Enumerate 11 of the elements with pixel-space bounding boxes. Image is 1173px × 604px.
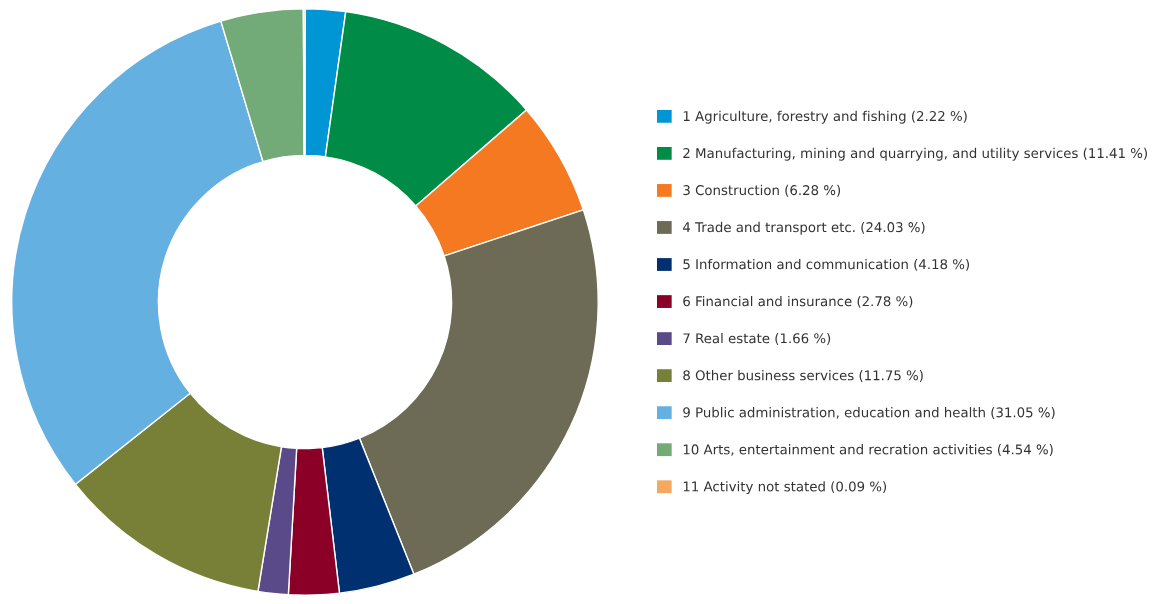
legend-label: 4 Trade and transport etc. (24.03 %)	[682, 221, 925, 235]
legend-label: 3 Construction (6.28 %)	[683, 184, 841, 197]
legend-label: 5 Information and communication (4.18 %)	[683, 258, 969, 271]
legend-label: 8 Other business services (11.75 %)	[683, 370, 923, 382]
legend-label: 2 Manufacturing, mining and quarrying, and utility services (11.41 %)	[683, 147, 1147, 161]
legend-label: 6 Financial and insurance (2.78 %)	[683, 295, 913, 308]
legend-label: 7 Real estate (1.66 %)	[683, 332, 831, 345]
legend-label: 1 Agriculture, forestry and fishing (2.22 %)	[683, 110, 967, 124]
legend-label: 10 Arts, entertainment and recration activities (4.54 %)	[683, 444, 1053, 456]
legend-label: 9 Public administration, education and health (31.05 %)	[683, 407, 1055, 419]
legend-label: 11 Activity not stated (0.09 %)	[683, 481, 887, 495]
